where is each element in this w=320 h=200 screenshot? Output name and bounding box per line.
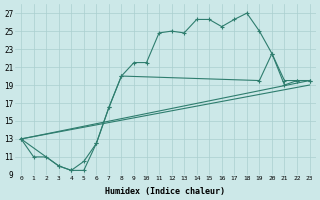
X-axis label: Humidex (Indice chaleur): Humidex (Indice chaleur): [105, 187, 225, 196]
